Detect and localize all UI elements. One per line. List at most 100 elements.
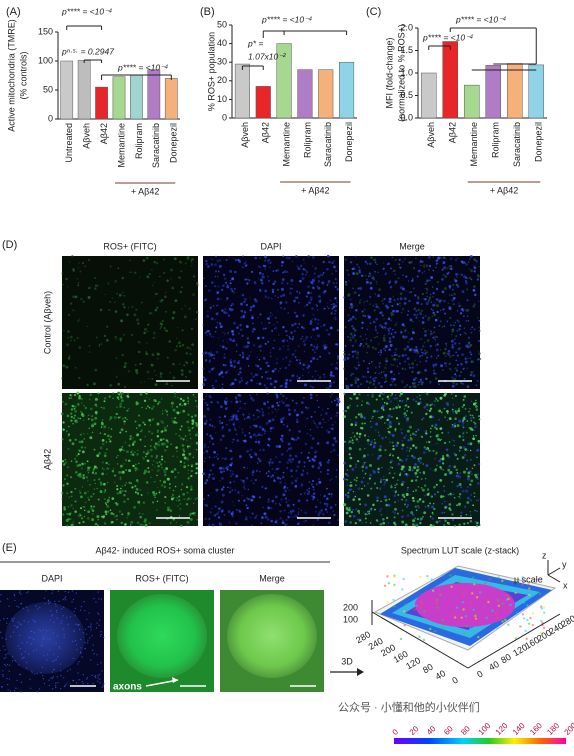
image-texture: [72, 679, 75, 682]
image-texture: [344, 356, 346, 358]
image-texture: [35, 649, 38, 651]
image-texture: [176, 496, 178, 499]
image-texture: [465, 263, 468, 266]
image-texture: [420, 517, 423, 521]
image-texture: [446, 454, 449, 457]
image-texture: [165, 429, 167, 431]
image-texture: [135, 371, 139, 375]
image-texture: [355, 479, 358, 482]
x-tick-label: Aβ42: [261, 122, 271, 143]
image-texture: [422, 638, 426, 642]
image-texture: [52, 660, 54, 663]
image-texture: [164, 409, 167, 411]
image-texture: [441, 368, 444, 371]
image-texture: [195, 282, 199, 285]
image-texture: [279, 301, 283, 304]
image-texture: [463, 331, 466, 335]
image-texture: [83, 404, 85, 407]
image-texture: [177, 505, 179, 507]
image-texture: [116, 406, 118, 408]
image-texture: [397, 422, 401, 425]
image-texture: [310, 446, 314, 450]
image-texture: [28, 636, 30, 639]
image-texture: [349, 298, 352, 301]
image-texture: [186, 346, 189, 349]
image-texture: [428, 409, 432, 413]
image-texture: [401, 459, 404, 462]
left-tick-label: 40: [434, 668, 448, 682]
image-texture: [229, 358, 233, 362]
image-texture: [379, 480, 382, 484]
image-texture: [310, 281, 314, 285]
image-texture: [389, 441, 392, 444]
image-texture: [142, 501, 146, 504]
image-texture: [318, 421, 322, 425]
image-texture: [419, 394, 421, 397]
image-texture: [392, 329, 394, 331]
image-texture: [406, 503, 410, 507]
image-texture: [137, 414, 141, 417]
image-texture: [59, 663, 61, 665]
image-texture: [438, 409, 442, 413]
image-texture: [354, 366, 356, 368]
image-texture: [174, 485, 177, 488]
image-texture: [190, 498, 193, 500]
image-texture: [219, 422, 221, 425]
image-texture: [358, 393, 361, 396]
image-texture: [312, 328, 316, 331]
image-texture: [208, 524, 211, 527]
image-texture: [333, 436, 337, 440]
image-texture: [262, 327, 265, 330]
image-texture: [336, 368, 339, 370]
image-texture: [507, 623, 510, 626]
image-texture: [451, 345, 455, 349]
image-texture: [208, 355, 211, 358]
image-texture: [419, 575, 422, 579]
image-texture: [131, 305, 134, 309]
image-texture: [386, 396, 389, 399]
image-texture: [439, 309, 442, 312]
image-texture: [367, 394, 369, 397]
image-texture: [445, 505, 448, 509]
image-texture: [277, 522, 279, 525]
image-texture: [163, 469, 165, 471]
right-tick-label: 0: [475, 669, 484, 680]
image-texture: [237, 393, 241, 397]
image-texture: [149, 448, 153, 452]
image-texture: [145, 396, 148, 399]
image-texture: [457, 409, 461, 413]
image-texture: [434, 457, 436, 460]
image-texture: [355, 367, 358, 370]
image-texture: [347, 280, 350, 282]
image-texture: [211, 281, 214, 284]
image-texture: [336, 288, 340, 291]
image-texture: [471, 414, 474, 417]
image-texture: [287, 515, 290, 517]
image-texture: [464, 309, 466, 311]
image-texture: [269, 315, 271, 317]
image-texture: [356, 405, 358, 408]
image-texture: [331, 443, 335, 447]
image-texture: [97, 677, 99, 679]
image-texture: [378, 372, 380, 375]
image-texture: [473, 328, 476, 331]
image-texture: [240, 479, 242, 481]
image-texture: [178, 495, 181, 498]
image-texture: [306, 366, 309, 369]
image-texture: [212, 336, 215, 339]
image-texture: [409, 434, 412, 436]
image-texture: [401, 588, 404, 591]
image-texture: [215, 379, 218, 383]
image-texture: [90, 626, 92, 629]
image-texture: [376, 332, 379, 334]
image-texture: [41, 645, 44, 647]
image-texture: [330, 371, 333, 374]
image-texture: [158, 491, 161, 494]
image-texture: [392, 309, 396, 313]
image-texture: [401, 439, 404, 442]
image-texture: [487, 600, 490, 604]
image-texture: [109, 384, 113, 387]
image-texture: [6, 617, 8, 620]
image-texture: [254, 256, 257, 260]
image-texture: [398, 405, 401, 409]
